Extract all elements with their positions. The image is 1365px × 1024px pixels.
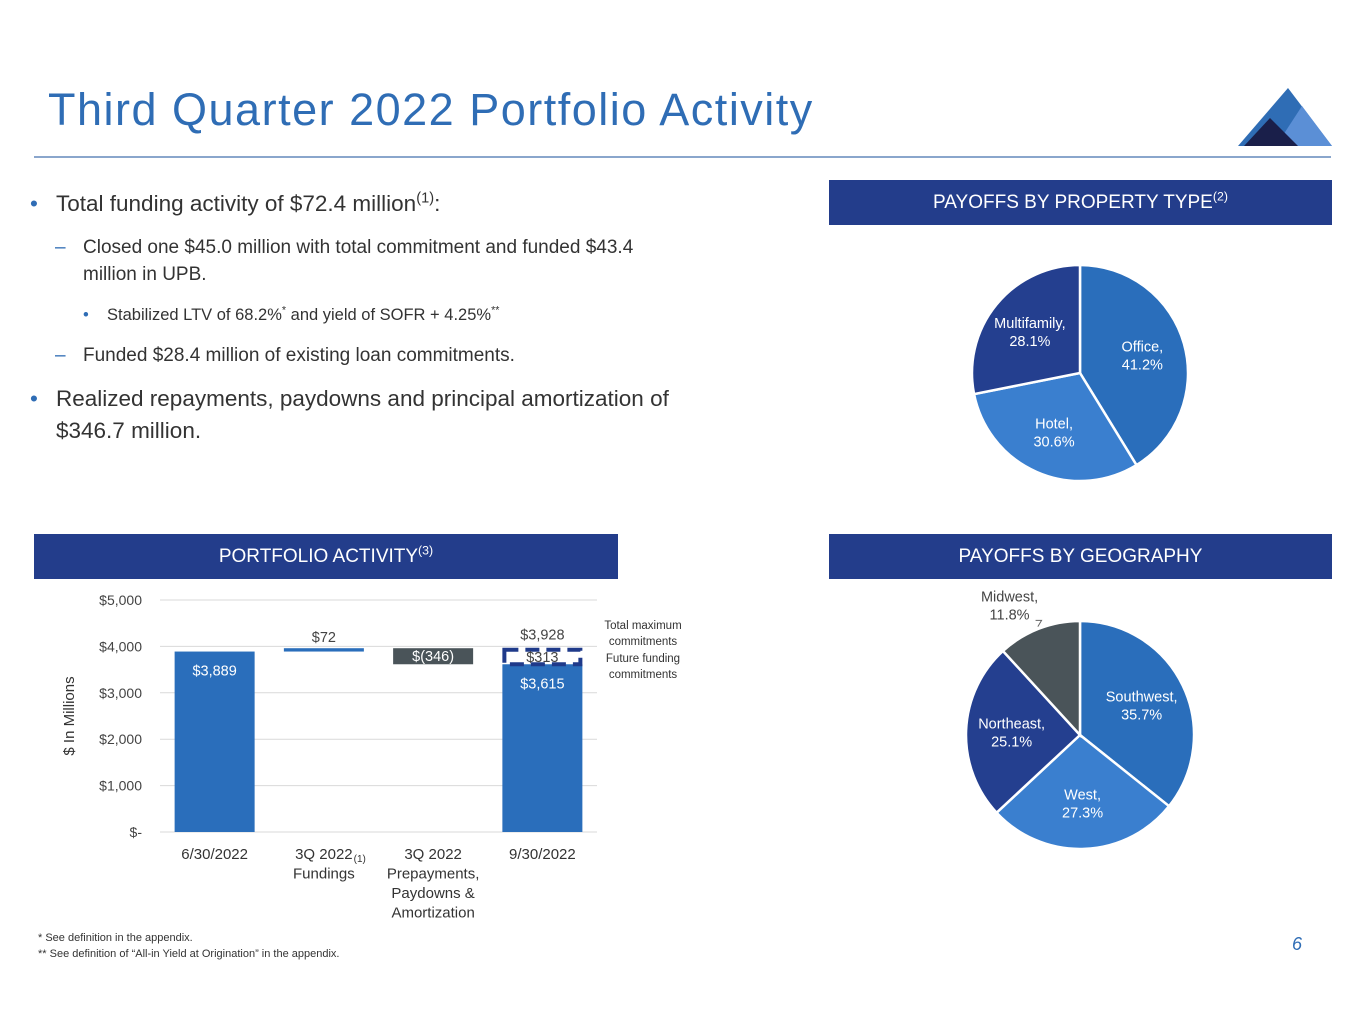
slice-value: 30.6% [1033,434,1074,450]
section-title: PAYOFFS BY GEOGRAPHY [958,546,1203,567]
section-header: PORTFOLIO ACTIVITY(3) [34,534,618,579]
slice-label: Northeast, 25.1% [978,716,1045,750]
y-tick-label: $1,000 [99,778,142,794]
footnote: ** See definition of “All-in Yield at Or… [38,948,340,960]
page-number: 6 [1292,934,1303,954]
x-tick-label: Amortization [391,905,474,922]
bar [502,664,583,832]
y-tick-label: $- [130,824,143,840]
data-label: $313 [526,650,558,666]
future-funding [502,647,583,667]
x-tick-label: 9/30/2022 [509,846,576,863]
pie-slice [994,733,1171,851]
slice-category: Multifamily, [994,316,1065,332]
slice-category: Midwest, [981,589,1038,605]
legend-entry: Future funding commitments [605,653,681,681]
bullet-text: Realized repayments, paydowns and princi… [56,386,669,443]
x-tick-label: Fundings [293,866,355,883]
bullet-text: Closed one $45.0 million with total comm… [83,237,634,285]
x-tick-label: 3Q 2022 [404,846,462,863]
slice-category: Northeast, [978,716,1045,732]
section-note: (2) [1212,189,1228,204]
pie-slice [972,371,1139,483]
y-tick-label: $2,000 [99,731,142,747]
bullet-text: Stabilized LTV of 68.2% [107,306,282,324]
section-title: PORTFOLIO ACTIVITY [218,546,419,567]
bar [393,648,474,665]
superscript: ** [491,304,500,317]
bullet: Total funding activity of $72.4 million(… [30,188,680,220]
pie-slice [970,263,1082,396]
slice-label: Office, 41.2% [1122,339,1164,373]
bullet: Realized repayments, paydowns and princi… [30,383,680,447]
x-tick-label: 6/30/2022 [181,846,248,863]
bullet: Funded $28.4 million of existing loan co… [30,342,680,369]
slice-label: Southwest, 35.7% [1106,689,1178,723]
title-rule [34,156,1331,158]
data-label: $3,928 [520,628,564,644]
legend-entry: Total maximum commitments [604,620,682,648]
slice-value: 41.2% [1122,357,1163,373]
slice-value: 25.1% [991,734,1032,750]
slide-title: Third Quarter 2022 Portfolio Activity [48,84,814,135]
x-tick-label: Prepayments, [387,866,480,883]
bullet-text: Total funding activity of $72.4 million [56,191,417,216]
pie-slice [964,649,1082,815]
section-note: (3) [418,543,434,558]
bar [174,651,255,832]
bullet-text: and yield of SOFR + 4.25% [286,306,492,324]
section-header: PAYOFFS BY PROPERTY TYPE(2) [829,180,1332,225]
bullet-text: : [434,191,441,216]
data-label: $(346) [412,649,454,665]
superscript: * [281,304,287,317]
data-label: $3,889 [192,664,236,680]
bullet: Closed one $45.0 million with total comm… [30,234,680,288]
slice-value: 11.8% [990,607,1030,623]
logo [1238,88,1332,146]
x-tick-label: 3Q 2022 [295,846,353,863]
slice-label: Multifamily, 28.1% [994,316,1065,350]
section-title: PAYOFFS BY PROPERTY TYPE [933,192,1213,213]
leader-line [1035,619,1043,627]
superscript: (1) [416,190,435,207]
y-axis-label: $ In Millions [61,676,78,755]
slice-category: Office, [1122,339,1164,355]
slice-label: West, 27.3% [1062,787,1103,821]
footnotes: * See definition in the appendix. ** See… [38,930,339,962]
y-tick-label: $3,000 [99,685,142,701]
slice-label: Midwest, 11.8% [981,589,1038,623]
bullet-list: Total funding activity of $72.4 million(… [30,188,680,461]
slice-value: 35.7% [1121,707,1162,723]
slice-category: Hotel, [1035,416,1073,432]
pie-slice [1001,619,1082,739]
x-tick-label: Paydowns & [391,885,474,902]
slice-label: Hotel, 30.6% [1033,416,1074,450]
y-tick-label: $4,000 [99,638,142,654]
bar [283,648,364,652]
slice-value: 28.1% [1009,334,1050,350]
footnote: * See definition in the appendix. [38,932,193,944]
pie-slice [1078,619,1196,808]
slice-category: West, [1064,787,1101,803]
data-label: $72 [312,630,336,646]
bullet: Stabilized LTV of 68.2%* and yield of SO… [30,302,680,328]
section-header: PAYOFFS BY GEOGRAPHY [829,534,1332,579]
y-tick-label: $5,000 [99,592,142,608]
x-tick-note: (1) [354,854,366,865]
slice-value: 27.3% [1062,805,1103,821]
data-label: $3,615 [520,676,564,692]
bullet-text: Funded $28.4 million of existing loan co… [83,345,515,366]
slice-category: Southwest, [1106,689,1178,705]
